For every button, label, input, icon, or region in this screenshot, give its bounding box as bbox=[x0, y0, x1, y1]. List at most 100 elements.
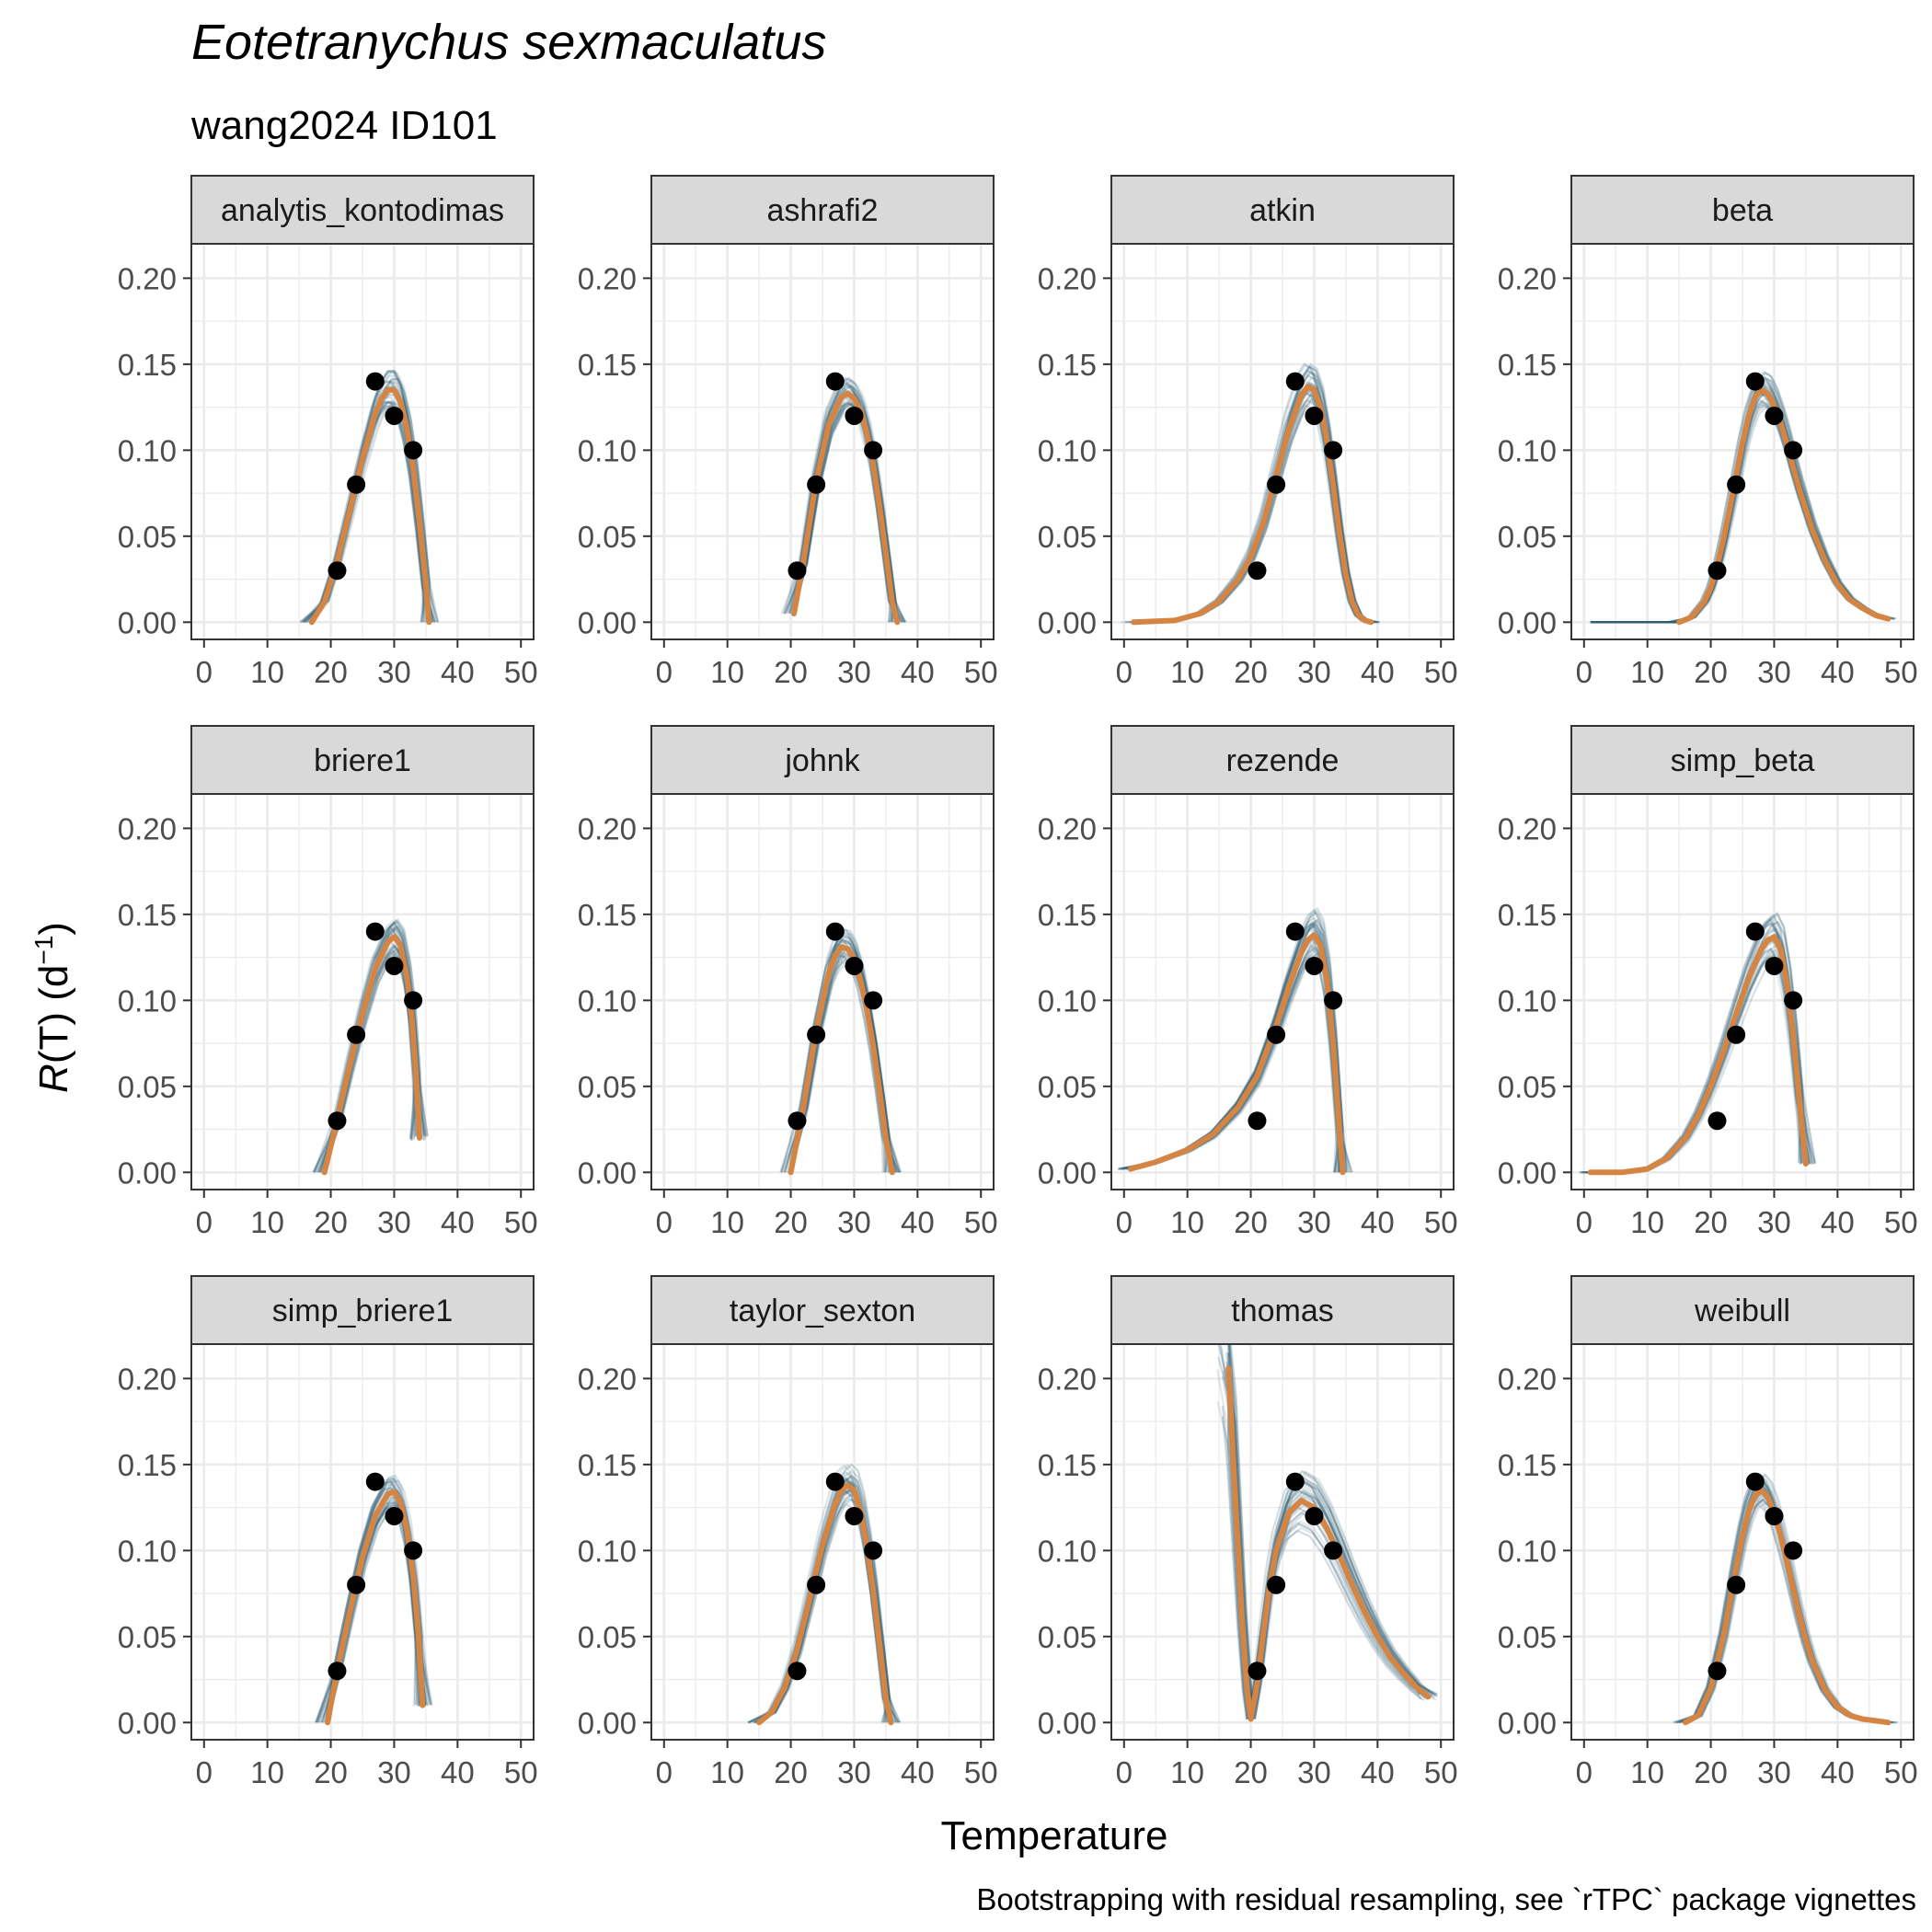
x-tick-label: 40 bbox=[901, 1205, 935, 1239]
fit-line bbox=[308, 386, 432, 626]
fit-line bbox=[788, 944, 895, 1176]
x-tick-label: 0 bbox=[656, 1755, 673, 1789]
panel-border bbox=[1110, 1343, 1455, 1741]
data-point bbox=[864, 441, 883, 460]
y-tick-label: 0.00 bbox=[578, 605, 637, 639]
y-tick-label: 0.05 bbox=[578, 1070, 637, 1104]
panel-border bbox=[1110, 793, 1455, 1190]
data-point bbox=[807, 475, 826, 494]
data-point bbox=[1305, 406, 1324, 425]
bootstrap-line bbox=[327, 1479, 431, 1723]
fit-line bbox=[325, 1489, 426, 1726]
data-point bbox=[1324, 991, 1343, 1010]
bootstrap-line bbox=[1226, 1403, 1422, 1720]
bootstrap-line bbox=[1221, 1416, 1425, 1720]
y-tick-label: 0.00 bbox=[578, 1706, 637, 1740]
facet-strip-label: johnk bbox=[784, 743, 860, 778]
bootstrap-line bbox=[310, 381, 424, 623]
data-point bbox=[825, 922, 845, 941]
data-point bbox=[365, 922, 385, 941]
data-point bbox=[1708, 561, 1727, 581]
y-axis-label: R(T) (d−1) bbox=[29, 922, 76, 1093]
data-point bbox=[1305, 1506, 1324, 1525]
y-tick-label: 0.20 bbox=[118, 811, 177, 845]
data-point bbox=[807, 1575, 826, 1594]
data-point bbox=[807, 1025, 826, 1044]
facet-strip-label: simp_beta bbox=[1671, 743, 1815, 778]
x-tick-label: 50 bbox=[504, 655, 538, 689]
data-point bbox=[864, 991, 883, 1010]
panel-border bbox=[190, 243, 535, 640]
chart-subtitle: wang2024 ID101 bbox=[190, 103, 498, 148]
y-tick-label: 0.10 bbox=[578, 983, 637, 1018]
facet-strip bbox=[190, 725, 535, 795]
x-tick-label: 30 bbox=[837, 1205, 871, 1239]
x-tick-label: 40 bbox=[1361, 655, 1395, 689]
facet-strip bbox=[650, 1275, 995, 1345]
y-tick-label: 0.10 bbox=[1038, 983, 1097, 1018]
bootstrap-line bbox=[1133, 397, 1371, 624]
y-tick-label: 0.00 bbox=[1038, 605, 1097, 639]
facet-panel: johnk 0 10 20 30 40 50 0.00 0.05 0.10 0.15 0.20 bbox=[578, 725, 998, 1239]
facet-panel: thomas 0 10 20 30 40 50 0.00 0.05 0.10 0.15 0.20 bbox=[1038, 1275, 1458, 1789]
x-tick-label: 10 bbox=[250, 655, 284, 689]
data-point bbox=[1745, 1472, 1765, 1491]
x-tick-label: 20 bbox=[1694, 1205, 1728, 1239]
x-tick-label: 40 bbox=[441, 1205, 475, 1239]
x-tick-label: 10 bbox=[710, 1205, 744, 1239]
bootstrap-line bbox=[316, 950, 425, 1173]
x-tick-label: 50 bbox=[964, 655, 998, 689]
y-tick-label: 0.05 bbox=[1038, 520, 1097, 554]
bootstrap-line bbox=[1221, 1406, 1429, 1720]
bootstrap-line bbox=[311, 402, 435, 624]
y-tick-label: 0.05 bbox=[1038, 1070, 1097, 1104]
data-point bbox=[1765, 956, 1784, 975]
facet-panel: weibull 0 10 20 30 40 50 0.00 0.05 0.10 0.15 0.20 bbox=[1498, 1275, 1918, 1789]
y-tick-label: 0.15 bbox=[1038, 898, 1097, 932]
y-tick-label: 0.20 bbox=[578, 261, 637, 295]
data-point bbox=[365, 1472, 385, 1491]
y-tick-label: 0.15 bbox=[578, 348, 637, 382]
facet-panel: ashrafi2 0 10 20 30 40 50 0.00 0.05 0.10 0.15 0.20 bbox=[578, 175, 998, 689]
data-point bbox=[845, 406, 864, 425]
y-axis-label-superscript: −1 bbox=[29, 936, 58, 965]
y-tick-label: 0.05 bbox=[578, 1620, 637, 1654]
data-point bbox=[1784, 441, 1803, 460]
y-tick-label: 0.00 bbox=[1038, 1156, 1097, 1190]
data-point bbox=[788, 1111, 807, 1131]
facet-strip bbox=[1110, 1275, 1455, 1345]
data-point bbox=[347, 475, 366, 494]
fit-line bbox=[1127, 932, 1346, 1176]
panel-border bbox=[650, 1343, 995, 1741]
y-tick-label: 0.10 bbox=[118, 1534, 177, 1568]
x-tick-label: 50 bbox=[1884, 1755, 1918, 1789]
y-tick-label: 0.15 bbox=[578, 1448, 637, 1482]
panel-border bbox=[190, 793, 535, 1190]
facet-panel: simp_beta 0 10 20 30 40 50 0.00 0.05 0.10 0.15 0.20 bbox=[1498, 725, 1918, 1239]
y-tick-label: 0.15 bbox=[118, 348, 177, 382]
y-tick-label: 0.20 bbox=[578, 1362, 637, 1396]
facet-panel: beta 0 10 20 30 40 50 0.00 0.05 0.10 0.15 0.20 bbox=[1498, 175, 1918, 689]
x-tick-label: 0 bbox=[1116, 1205, 1133, 1239]
bootstrap-line bbox=[302, 378, 440, 624]
y-tick-label: 0.10 bbox=[1498, 433, 1557, 467]
y-tick-label: 0.00 bbox=[1498, 1156, 1557, 1190]
x-tick-label: 10 bbox=[710, 1755, 744, 1789]
panel-border bbox=[650, 243, 995, 640]
x-tick-label: 40 bbox=[1361, 1755, 1395, 1789]
y-tick-label: 0.05 bbox=[118, 520, 177, 554]
data-point bbox=[1765, 406, 1784, 425]
x-tick-label: 0 bbox=[656, 1205, 673, 1239]
fit-line bbox=[1587, 934, 1809, 1176]
x-tick-label: 30 bbox=[1297, 1755, 1331, 1789]
data-point bbox=[845, 956, 864, 975]
y-tick-label: 0.20 bbox=[1498, 261, 1557, 295]
facet-panel: briere1 0 10 20 30 40 50 0.00 0.05 0.10 0.15 0.20 bbox=[118, 725, 538, 1239]
x-tick-label: 50 bbox=[1424, 1755, 1458, 1789]
x-tick-label: 50 bbox=[504, 1755, 538, 1789]
x-tick-label: 40 bbox=[441, 655, 475, 689]
x-tick-label: 40 bbox=[1821, 1755, 1855, 1789]
x-tick-label: 30 bbox=[1297, 655, 1331, 689]
data-point bbox=[1267, 1025, 1286, 1044]
